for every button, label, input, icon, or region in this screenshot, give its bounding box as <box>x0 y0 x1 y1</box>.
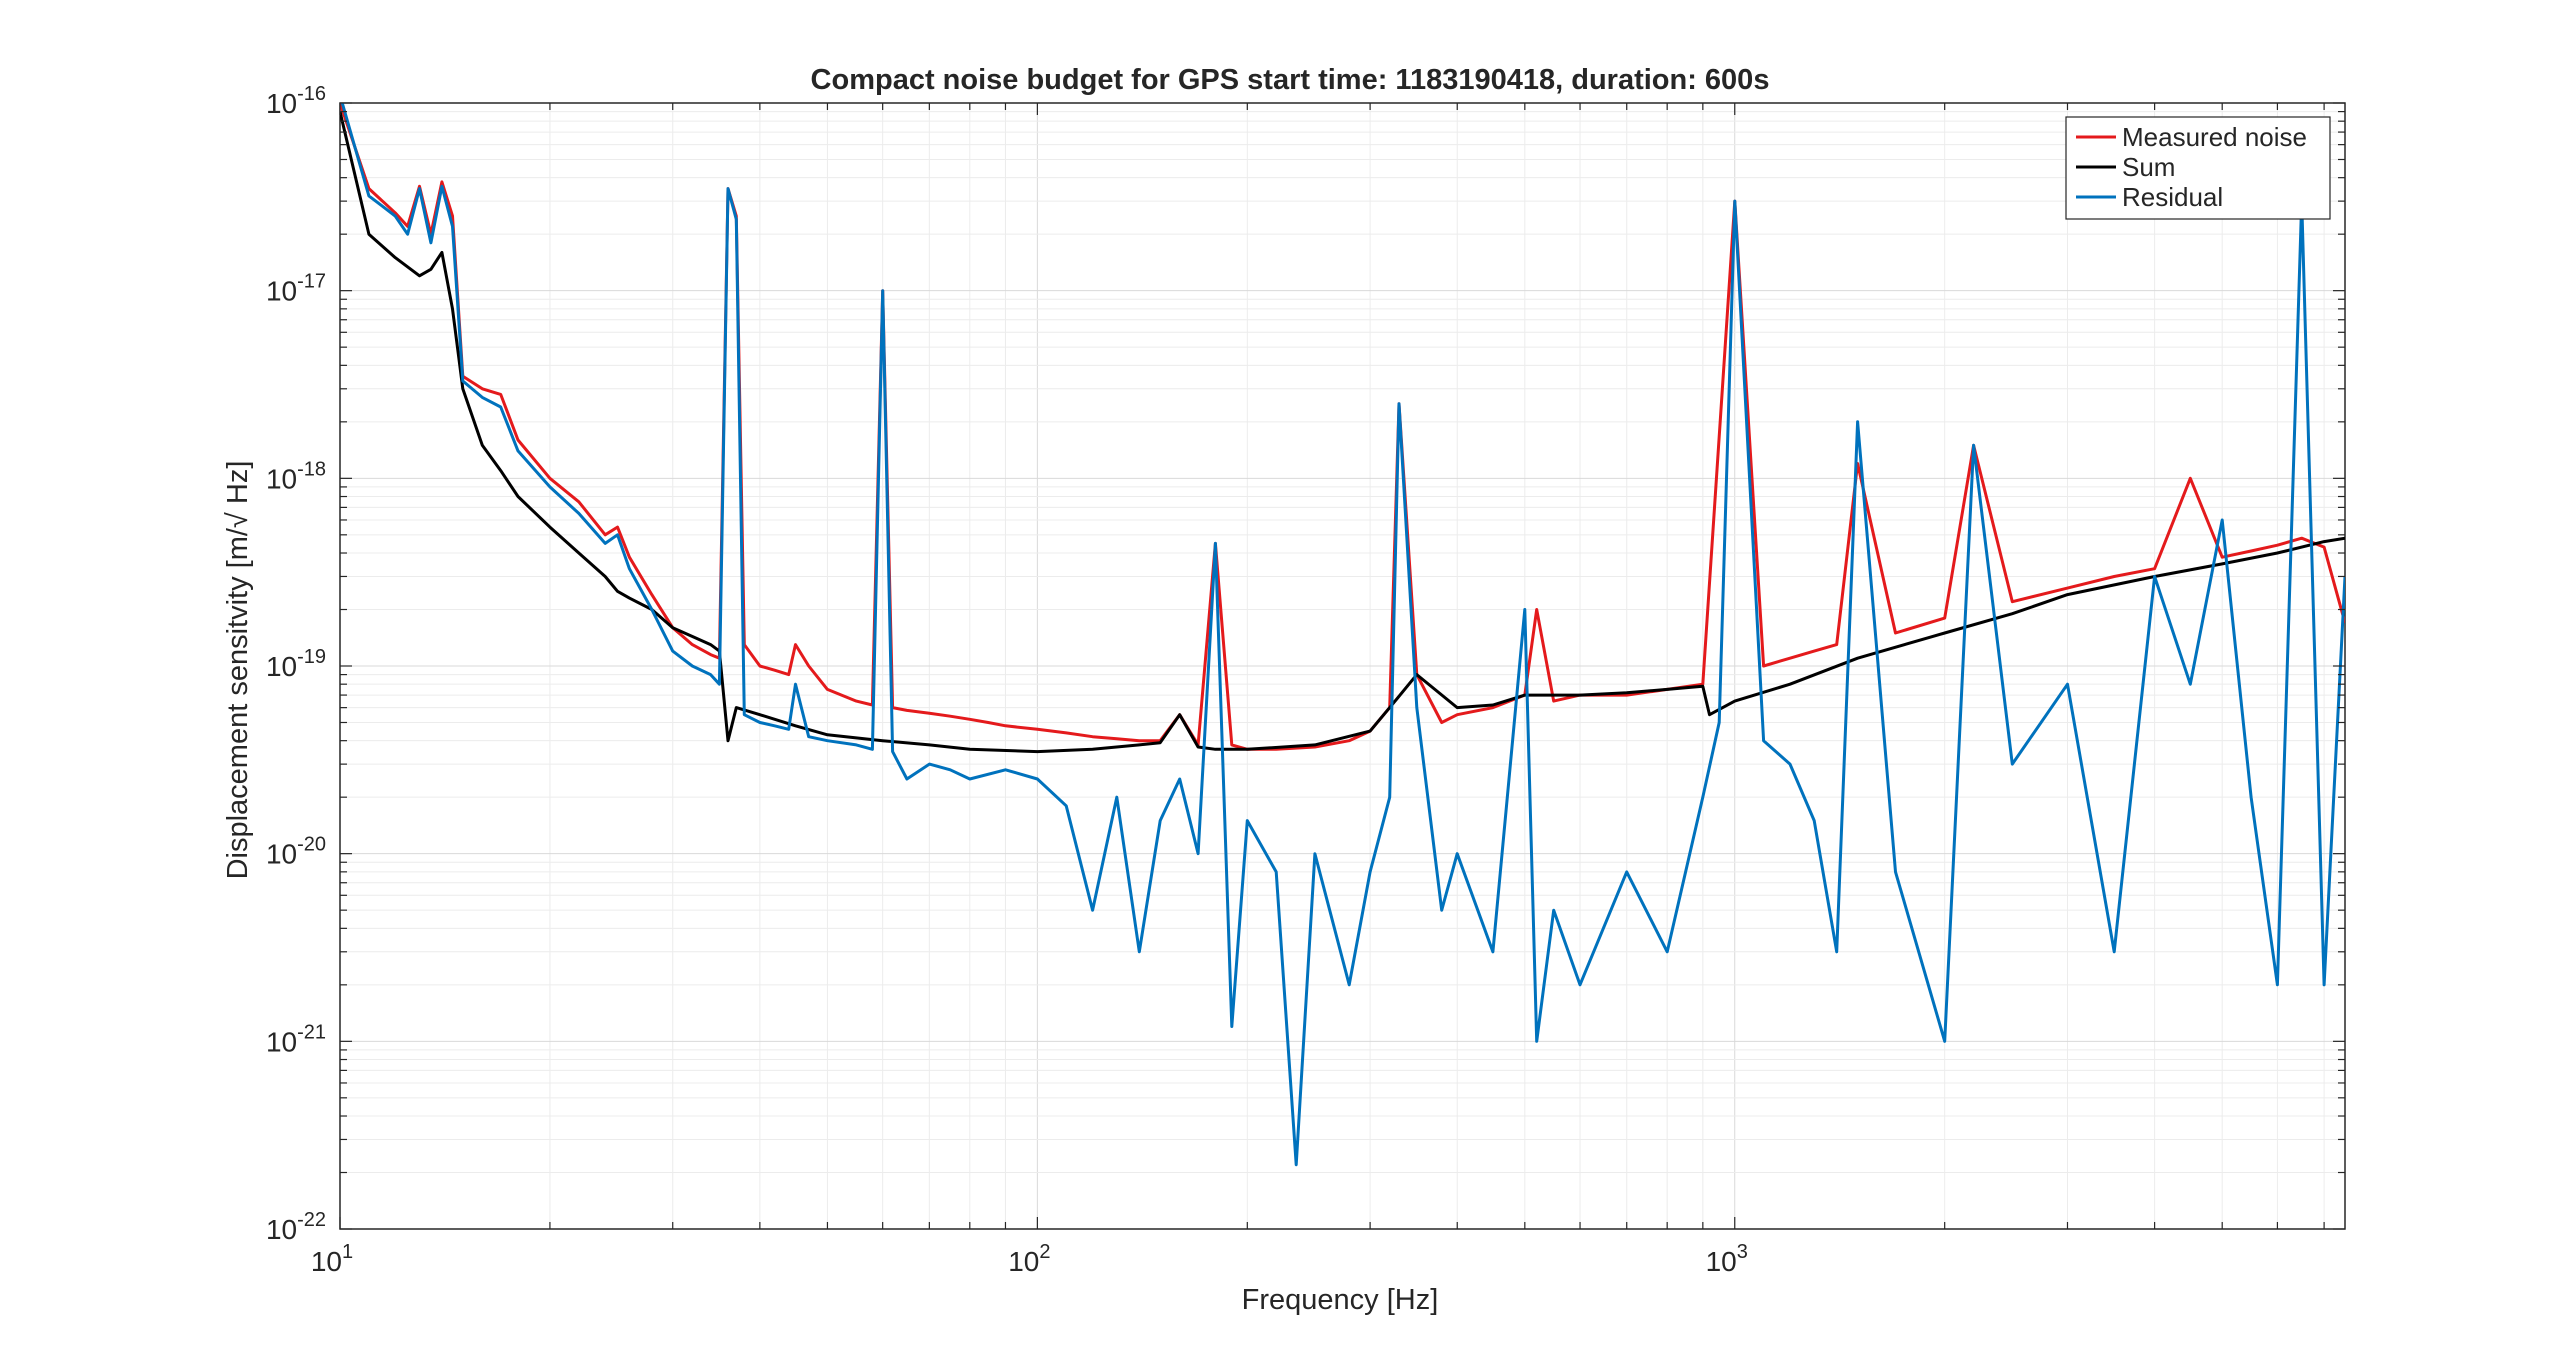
x-tick-label: 102 <box>1008 1241 1050 1277</box>
series-line-sum <box>340 111 2345 754</box>
y-tick-label: 10-20 <box>266 834 326 870</box>
plot-area <box>339 102 2346 1230</box>
series-line-residual <box>340 103 2345 1167</box>
y-tick-label: 10-16 <box>266 83 326 119</box>
legend-label: Measured noise <box>2122 122 2307 152</box>
axis-ticks <box>339 102 2345 1230</box>
legend-label: Residual <box>2122 182 2223 212</box>
y-tick-label: 10-22 <box>266 1209 326 1245</box>
x-tick-label: 103 <box>1706 1241 1748 1277</box>
y-tick-labels: 10-22 10-21 10-20 10-19 10-18 10-17 10-16 <box>266 83 326 1245</box>
series-line-measured-noise <box>340 103 2345 751</box>
series-layer <box>340 103 2345 1167</box>
x-tick-label: 101 <box>311 1241 353 1277</box>
x-axis-label: Frequency [Hz] <box>1242 1284 1439 1316</box>
y-tick-label: 10-17 <box>266 271 326 307</box>
y-tick-label: 10-18 <box>266 458 326 494</box>
y-tick-label: 10-19 <box>266 646 326 682</box>
y-axis-label: Displacement sensitvity [m/√ Hz] <box>222 461 254 880</box>
x-tick-labels: 101 102 103 <box>311 1241 1748 1277</box>
legend-label: Sum <box>2122 152 2175 182</box>
chart-title: Compact noise budget for GPS start time:… <box>811 64 1770 96</box>
y-tick-label: 10-21 <box>266 1021 326 1057</box>
